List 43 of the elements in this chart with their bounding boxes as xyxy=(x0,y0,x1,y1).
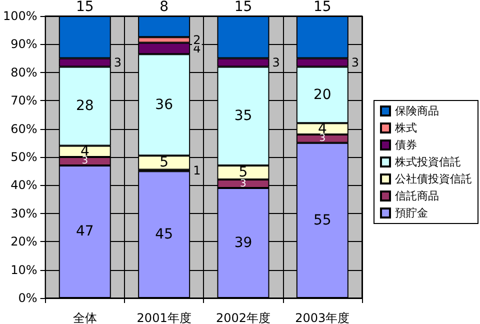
y-tick-label: 90% xyxy=(10,37,38,52)
y-tick-label: 100% xyxy=(2,9,38,23)
data-label: 3 xyxy=(319,133,326,144)
data-label: 36 xyxy=(155,96,174,113)
data-label: 39 xyxy=(234,235,252,252)
y-tick-label: 0% xyxy=(18,291,38,305)
y-tick-label: 10% xyxy=(10,262,38,277)
y-tick-label: 40% xyxy=(10,178,38,192)
x-tick-label: 2003年度 xyxy=(295,311,350,324)
legend-label: 株式 xyxy=(394,122,417,134)
data-label: 3 xyxy=(240,178,246,190)
data-label: 5 xyxy=(160,154,169,171)
data-label: 3 xyxy=(114,56,122,70)
data-label: 15 xyxy=(234,0,252,15)
data-label: 55 xyxy=(314,212,332,228)
legend-label: 預貯金 xyxy=(395,206,428,220)
data-label: 3 xyxy=(82,156,88,167)
data-label: 15 xyxy=(314,0,332,15)
data-label: 1 xyxy=(193,163,201,178)
data-label: 28 xyxy=(76,98,94,114)
x-tick-label: 2002年度 xyxy=(216,311,271,324)
legend-label: 公社債投資信託 xyxy=(395,172,472,186)
x-tick-label: 全体 xyxy=(72,311,97,324)
data-label: 47 xyxy=(76,224,94,240)
y-tick-label: 50% xyxy=(10,150,38,164)
data-label: 20 xyxy=(314,86,332,103)
x-tick-label: 2001年度 xyxy=(136,311,192,324)
data-label: 15 xyxy=(76,0,94,15)
legend-label: 株式投資信託 xyxy=(394,156,461,168)
y-tick-label: 30% xyxy=(10,206,38,220)
y-tick-label: 20% xyxy=(10,234,38,249)
legend-label: 信託商品 xyxy=(395,190,439,202)
data-label: 45 xyxy=(155,226,173,243)
data-label: 8 xyxy=(160,0,169,15)
y-tick-label: 70% xyxy=(10,94,38,108)
y-tick-label: 80% xyxy=(10,65,38,80)
legend-label: 債券 xyxy=(395,138,417,152)
data-label: 35 xyxy=(234,108,252,124)
y-tick-label: 60% xyxy=(10,122,38,136)
data-label: 2 xyxy=(193,32,201,47)
data-label: 3 xyxy=(351,56,360,70)
data-label: 3 xyxy=(272,56,280,70)
legend-label: 保険商品 xyxy=(395,104,439,118)
